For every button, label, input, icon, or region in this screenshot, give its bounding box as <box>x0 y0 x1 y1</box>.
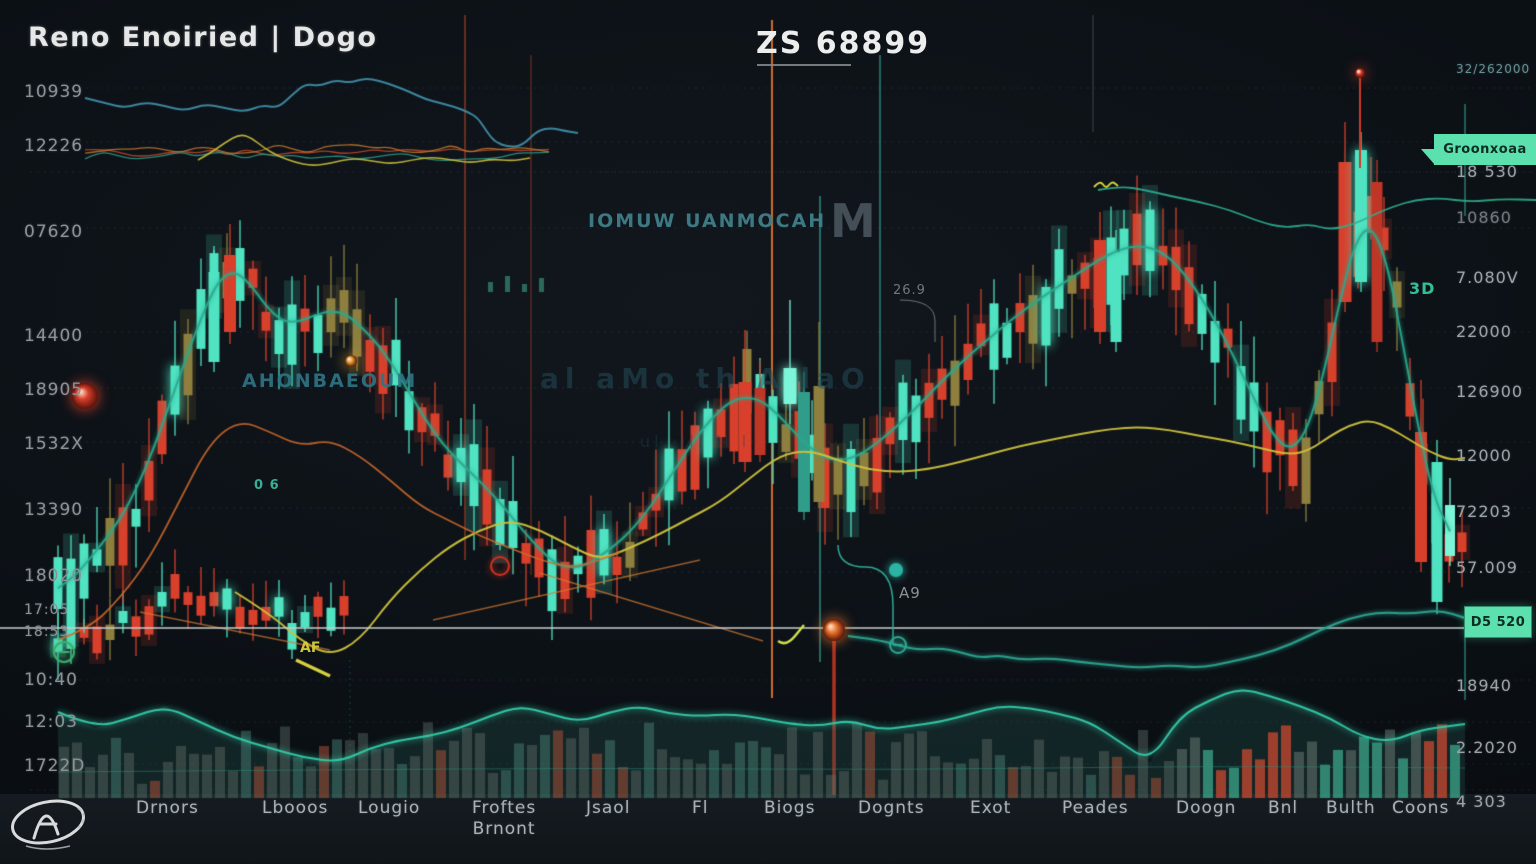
x-axis-label: Coons <box>1392 798 1450 818</box>
x-axis-label: Jsaol <box>586 798 631 818</box>
watermark-text: 0 6 <box>254 478 280 493</box>
y-axis-label-right: 72203 <box>1456 502 1512 521</box>
y-axis-label-left: 18020 <box>24 566 84 586</box>
y-axis-label-right: 18 530 <box>1456 162 1518 181</box>
y-axis-label-left: 1722D <box>24 756 86 776</box>
watermark-text: M <box>830 194 876 248</box>
artist-signature <box>11 799 85 850</box>
y-axis-label-left: 13390 <box>24 500 84 520</box>
y-axis-label-left: 1532X <box>24 434 84 454</box>
y-axis-label-right: 2.2020 <box>1456 738 1518 757</box>
x-axis-label: Peades <box>1062 798 1129 818</box>
watermark-text: AF <box>300 640 321 656</box>
x-axis-label: Biogs <box>764 798 816 818</box>
watermark-text: A9 <box>899 584 921 602</box>
x-axis-label: Lougio <box>358 798 421 818</box>
y-axis-label-left: 17:05 <box>24 602 70 618</box>
x-axis-label: Froftes Brnont <box>472 798 537 840</box>
x-axis-label: Exot <box>970 798 1012 818</box>
y-axis-label-right: 32/262000 <box>1456 62 1531 76</box>
x-axis-label: Bulth <box>1326 798 1376 818</box>
current-price-value: ZS 68899 <box>756 26 931 61</box>
y-axis-label-left: 14400 <box>24 326 84 346</box>
chart-title: Reno Enoiried | Dogo <box>28 22 378 53</box>
y-axis-label-right: 7.080V <box>1456 268 1519 287</box>
price-tag-upper: Groonxoaa <box>1421 134 1536 165</box>
y-axis-label-left: 07620 <box>24 222 84 242</box>
x-axis-label: Drnors <box>136 798 199 818</box>
y-axis-label-left: 10939 <box>24 82 84 102</box>
y-axis-label-left: 18:53 <box>24 624 70 640</box>
watermark-text: 3D <box>1409 279 1436 298</box>
x-axis-label: Doogn <box>1176 798 1237 818</box>
watermark-text: al aMo th A laO <box>540 362 871 395</box>
y-axis-label-right: 22000 <box>1456 322 1512 341</box>
watermark-text: 26.9 <box>893 283 926 298</box>
watermark-text: IOMUW UANMOCAH <box>588 210 827 232</box>
y-axis-label-left: 12:03 <box>24 712 78 732</box>
watermark-text: ul. il. li l <box>640 432 751 451</box>
y-axis-label-left: 10:40 <box>24 670 78 690</box>
y-axis-label-right: 10860 <box>1456 208 1512 227</box>
watermark-text: AHONBAEOUM <box>242 370 418 392</box>
x-axis-label: Lbooos <box>262 798 329 818</box>
x-axis-label: Fl <box>692 798 709 818</box>
y-axis-label-left: 12226 <box>24 136 84 156</box>
price-underline <box>757 64 851 66</box>
y-axis-label-right: 57.009 <box>1456 558 1518 577</box>
y-axis-label-right: 4 303 <box>1456 792 1507 811</box>
y-axis-label-right: 126900 <box>1456 382 1524 401</box>
x-axis-label: Dognts <box>858 798 925 818</box>
x-axis-label: Bnl <box>1268 798 1299 818</box>
price-tag-lower: D5 520 <box>1464 606 1532 638</box>
y-axis-label-left: 18905 <box>24 380 84 400</box>
y-axis-label-right: 12000 <box>1456 446 1512 465</box>
y-axis-label-right: 18940 <box>1456 676 1512 695</box>
